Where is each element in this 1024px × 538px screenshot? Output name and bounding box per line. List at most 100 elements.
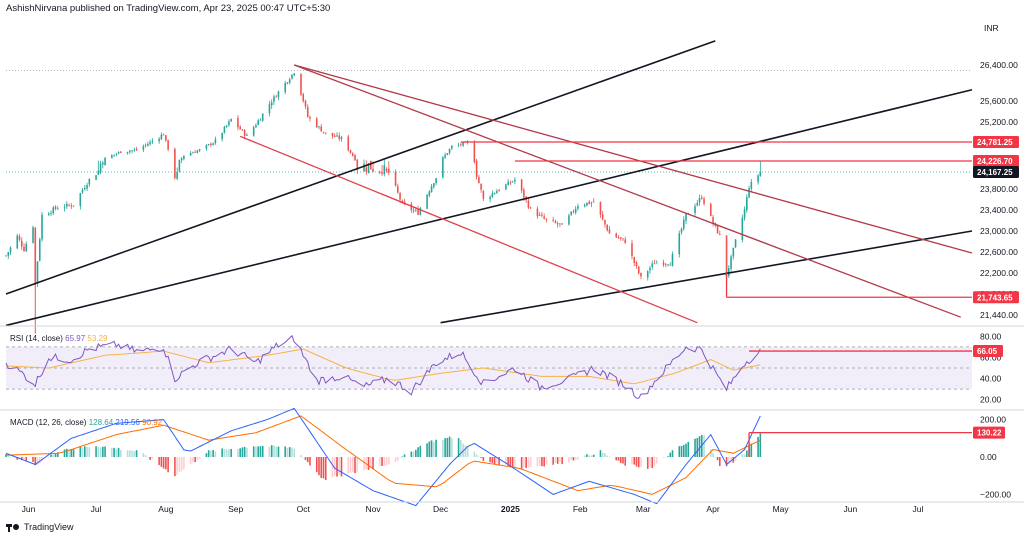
candle <box>340 137 343 140</box>
candle <box>38 239 41 261</box>
macd-histogram-bar <box>369 457 372 469</box>
publisher-header: AshishNirvana published on TradingView.c… <box>6 3 331 14</box>
candle <box>223 126 226 133</box>
candle <box>277 91 280 98</box>
macd-histogram-bar <box>525 457 527 469</box>
candle <box>491 193 494 197</box>
channel-upper-line <box>294 64 973 254</box>
candle <box>318 126 320 128</box>
macd-histogram-bar <box>165 457 167 470</box>
macd-histogram-bar <box>381 457 383 466</box>
candle <box>511 181 514 183</box>
candle <box>410 203 413 210</box>
candle <box>635 262 638 266</box>
candle <box>198 149 201 151</box>
candle <box>99 163 102 173</box>
candle <box>709 203 712 217</box>
x-tick-label: Jun <box>844 504 858 514</box>
candle <box>333 135 336 137</box>
candle <box>356 159 359 171</box>
candle <box>9 247 12 253</box>
macd-histogram-bar <box>261 445 264 457</box>
candle <box>748 188 750 198</box>
candle <box>482 190 485 199</box>
macd-histogram-bar <box>696 437 699 457</box>
candle <box>367 163 370 173</box>
macd-histogram-bar <box>47 456 50 458</box>
macd-histogram-bar <box>291 447 293 457</box>
x-tick-label: Aug <box>158 504 173 514</box>
macd-histogram-bar <box>324 457 327 481</box>
macd-signal-line <box>6 415 761 495</box>
macd-histogram-bar <box>111 447 113 457</box>
macd-histogram-bar <box>385 457 388 466</box>
rsi-tick-label: 60.00 <box>980 352 1002 362</box>
candle <box>174 148 176 179</box>
macd-histogram-bar <box>586 454 588 457</box>
candle <box>536 208 539 217</box>
macd-histogram-bar <box>536 457 539 467</box>
candle <box>183 155 185 159</box>
macd-histogram-bar <box>315 457 318 473</box>
macd-histogram-bar <box>214 451 217 457</box>
candle <box>5 255 7 257</box>
candle <box>493 192 496 195</box>
candle <box>662 262 665 265</box>
macd-histogram-bar <box>117 447 120 457</box>
price-tick-label: 21,440.00 <box>980 310 1018 320</box>
candle <box>577 205 579 209</box>
candle <box>599 201 602 215</box>
candle <box>246 134 248 136</box>
macd-histogram-bar <box>277 446 280 457</box>
macd-histogram-bar <box>694 438 696 457</box>
candle <box>574 208 577 213</box>
macd-histogram-bar <box>38 457 41 464</box>
macd-histogram-bar <box>7 454 10 457</box>
x-tick-label: Jul <box>913 504 924 514</box>
macd-histogram-bar <box>320 457 323 478</box>
candle <box>133 149 136 151</box>
macd-histogram-bar <box>338 457 341 475</box>
price-label-box <box>973 136 1019 148</box>
rsi-ma-value: 53.29 <box>87 334 108 343</box>
candle <box>176 172 178 179</box>
candle <box>52 207 55 214</box>
candle <box>671 253 674 266</box>
candle <box>561 223 563 225</box>
macd-histogram-bar <box>167 457 169 473</box>
macd-histogram-bar <box>257 446 259 457</box>
candle <box>734 239 737 248</box>
macd-histogram-bar <box>340 457 343 477</box>
candle <box>667 264 669 266</box>
candle <box>387 168 390 173</box>
candle <box>50 212 52 214</box>
candle <box>120 151 122 153</box>
candle <box>757 175 759 182</box>
candle <box>151 141 154 143</box>
macd-histogram-bar <box>478 456 480 458</box>
candle <box>529 207 532 209</box>
candle <box>570 211 572 215</box>
macd-histogram-bar <box>622 457 624 464</box>
candle <box>631 243 633 257</box>
macd-histogram-bar <box>16 457 19 460</box>
macd-histogram-bar <box>363 457 365 471</box>
candle <box>460 144 462 146</box>
footer-brand: TradingView <box>24 522 74 532</box>
candle <box>514 179 516 182</box>
x-tick-label: Sep <box>228 504 243 514</box>
macd-histogram-bar <box>410 451 413 457</box>
tradingview-footer[interactable]: TradingView <box>6 522 74 532</box>
rsi-tick-label: 80.00 <box>980 331 1002 341</box>
price-tick-label: 26,400.00 <box>980 60 1018 70</box>
macd-histogram-bar <box>601 452 604 457</box>
price-label-box <box>973 155 1019 167</box>
candle <box>47 213 50 216</box>
candle <box>401 200 404 203</box>
price-tick-label: 23,000.00 <box>980 226 1018 236</box>
macd-histogram-bar <box>556 457 559 464</box>
trendline-black-upper <box>5 40 716 295</box>
candle <box>25 243 28 252</box>
candle <box>230 118 232 122</box>
